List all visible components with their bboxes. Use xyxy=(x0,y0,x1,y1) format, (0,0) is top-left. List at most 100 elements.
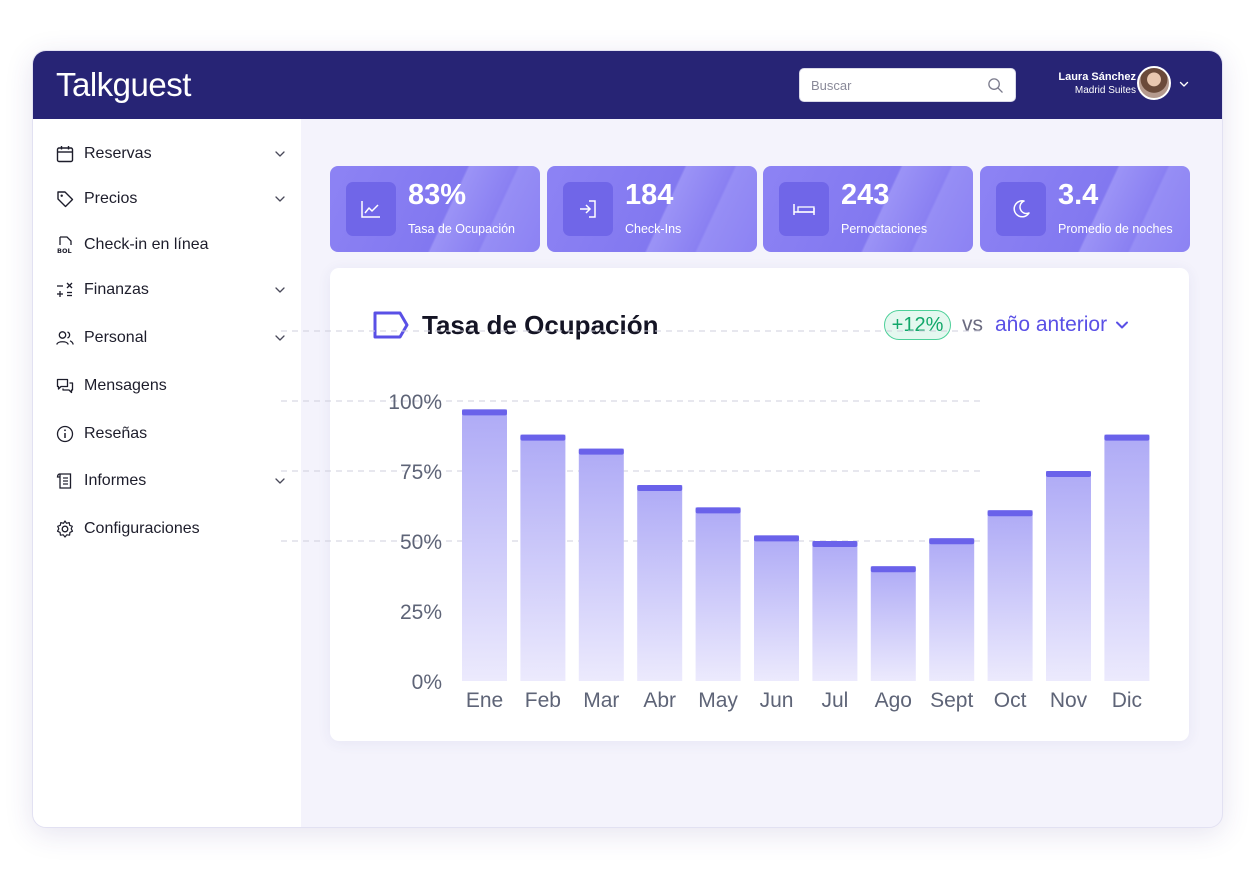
y-tick-label: 0% xyxy=(412,671,442,694)
kpi-icon-box xyxy=(563,182,613,236)
y-tick-label: 50% xyxy=(400,531,442,554)
bar-cap xyxy=(754,535,799,542)
x-tick-label: Dic xyxy=(1112,689,1142,712)
bar xyxy=(870,566,916,681)
search-input[interactable] xyxy=(811,69,981,101)
kpi-card-avg-nights[interactable]: 3.4 Promedio de noches xyxy=(980,166,1190,252)
bar xyxy=(987,510,1033,681)
sidebar-item-configuraciones[interactable]: Configuraciones xyxy=(54,516,286,542)
scroll-icon xyxy=(54,471,75,492)
kpi-value: 83% xyxy=(408,179,467,211)
bar-cap xyxy=(870,566,916,573)
chevron-down-icon[interactable] xyxy=(274,148,286,160)
moon-icon xyxy=(1013,200,1030,218)
tag-icon xyxy=(54,189,75,210)
chat-icon xyxy=(54,376,75,397)
search-icon[interactable] xyxy=(987,77,1004,94)
sidebar-item-reservas[interactable]: Reservas xyxy=(54,141,286,167)
sidebar: Reservas Precios BOL Check-in en línea F… xyxy=(33,119,301,827)
sidebar-item-informes[interactable]: Informes xyxy=(54,468,286,494)
bar-cap xyxy=(1046,471,1091,477)
avatar[interactable] xyxy=(1137,66,1171,100)
chevron-down-icon[interactable] xyxy=(274,193,286,205)
brand-logo[interactable]: Talkguest xyxy=(56,66,191,103)
kpi-card-checkins[interactable]: 184 Check-Ins xyxy=(547,166,757,252)
bar-cap xyxy=(462,409,507,416)
app-window: Talkguest Laura Sánchez Madrid Suites Re… xyxy=(32,50,1223,828)
sidebar-item-label: Reservas xyxy=(84,145,152,162)
gear-icon xyxy=(54,519,75,540)
kpi-label: Pernoctaciones xyxy=(841,222,928,236)
sidebar-item-label: Precios xyxy=(84,190,138,207)
chevron-down-icon[interactable] xyxy=(1178,78,1190,90)
bar-cap xyxy=(987,510,1033,517)
svg-text:BOL: BOL xyxy=(57,247,72,255)
kpi-card-occupancy[interactable]: 83% Tasa de Ocupación xyxy=(330,166,540,252)
compare-period-dropdown[interactable]: año anterior xyxy=(995,311,1129,339)
bar xyxy=(462,409,507,681)
sidebar-item-resenas[interactable]: Reseñas xyxy=(54,421,286,447)
calendar-icon xyxy=(54,144,75,165)
sidebar-item-label: Informes xyxy=(84,472,147,489)
x-tick-label: Nov xyxy=(1050,689,1088,712)
y-tick-label: 25% xyxy=(400,601,442,624)
user-name: Laura Sánchez xyxy=(1058,71,1136,83)
chart-title: Tasa de Ocupación xyxy=(422,310,659,340)
chevron-down-icon[interactable] xyxy=(274,284,286,296)
kpi-label: Promedio de noches xyxy=(1058,222,1173,236)
x-tick-label: Abr xyxy=(643,689,676,712)
kpi-value: 184 xyxy=(625,179,674,211)
bar xyxy=(929,538,975,681)
chevron-down-icon xyxy=(1116,321,1129,329)
occupancy-bar-chart: 100% 75% 50% 25% 0% Ene Feb Mar Abr May Jun Jul Ago S… xyxy=(281,330,1150,712)
x-tick-label: May xyxy=(698,689,738,712)
bar-cap xyxy=(520,434,566,441)
sidebar-item-precios[interactable]: Precios xyxy=(54,186,286,212)
y-tick-label: 100% xyxy=(388,391,442,414)
x-tick-label: Oct xyxy=(994,689,1027,712)
sidebar-item-label: Check-in en línea xyxy=(84,236,209,253)
sidebar-item-label: Mensagens xyxy=(84,377,167,394)
user-info[interactable]: Laura Sánchez Madrid Suites xyxy=(1058,70,1136,97)
bar-cap xyxy=(812,541,858,547)
top-bar: Talkguest Laura Sánchez Madrid Suites xyxy=(33,51,1222,119)
chevron-down-icon[interactable] xyxy=(274,475,286,487)
users-icon xyxy=(54,328,75,349)
bar-cap xyxy=(695,507,741,514)
sidebar-item-label: Finanzas xyxy=(84,281,149,298)
sidebar-item-label: Personal xyxy=(84,329,148,346)
x-tick-label: Jun xyxy=(760,689,794,712)
kpi-card-overnights[interactable]: 243 Pernoctaciones xyxy=(763,166,973,252)
kpi-icon-box xyxy=(996,182,1046,236)
x-tick-label: Sept xyxy=(930,689,973,712)
kpi-value: 3.4 xyxy=(1058,179,1099,211)
y-tick-label: 75% xyxy=(400,461,442,484)
sidebar-item-label: Configuraciones xyxy=(84,520,200,537)
line-chart-icon xyxy=(361,201,380,218)
sidebar-item-check-in[interactable]: BOL Check-in en línea xyxy=(54,232,286,258)
bar-cap xyxy=(1104,434,1150,441)
chevron-down-icon[interactable] xyxy=(274,332,286,344)
vs-label: vs xyxy=(962,313,983,336)
user-property: Madrid Suites xyxy=(1074,85,1136,96)
bed-icon xyxy=(793,204,815,215)
bar xyxy=(637,485,683,681)
calculator-icon xyxy=(54,280,75,301)
compare-period-label: año anterior xyxy=(995,313,1108,336)
bar xyxy=(520,434,566,681)
search-box[interactable] xyxy=(799,68,1016,102)
x-tick-label: Mar xyxy=(583,689,619,712)
bar xyxy=(754,535,799,681)
bar xyxy=(812,541,858,681)
bar xyxy=(1104,434,1150,681)
kpi-label: Check-Ins xyxy=(625,222,682,236)
x-tick-label: Jul xyxy=(821,689,848,712)
kpi-label: Tasa de Ocupación xyxy=(408,222,516,236)
sidebar-item-finanzas[interactable]: Finanzas xyxy=(54,277,286,303)
document-bol-icon: BOL xyxy=(54,235,75,256)
sidebar-item-mensagens[interactable]: Mensagens xyxy=(54,373,286,399)
x-tick-label: Feb xyxy=(525,689,561,712)
bar xyxy=(695,507,741,681)
info-icon xyxy=(54,424,75,445)
sidebar-item-personal[interactable]: Personal xyxy=(54,325,286,351)
